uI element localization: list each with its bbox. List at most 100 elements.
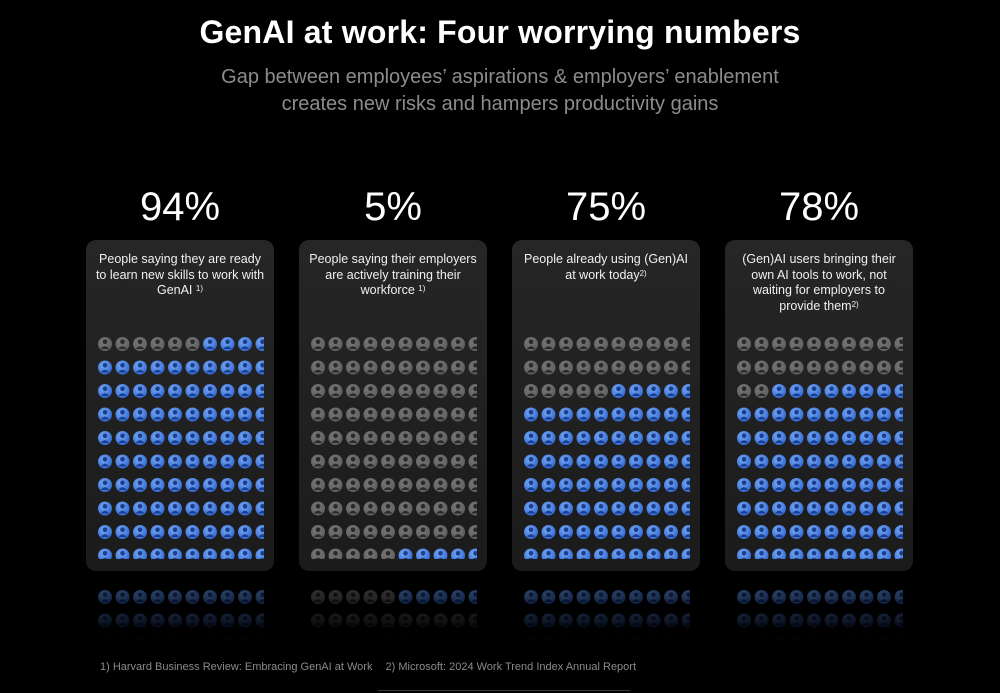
person-icon-filled (594, 525, 608, 539)
person-icon-empty (328, 337, 343, 351)
person-icon-filled (681, 384, 690, 398)
person-icon-filled (824, 590, 839, 604)
person-icon-empty (311, 407, 325, 422)
person-icon-empty (346, 501, 360, 516)
person-icon-empty (559, 384, 573, 398)
person-icon-filled (754, 590, 769, 604)
person-icon-empty (311, 613, 325, 628)
stat-description-text: People saying their employers are active… (309, 252, 477, 297)
person-icon-filled (133, 637, 147, 647)
person-icon-filled (133, 590, 147, 604)
person-icon-filled (594, 613, 608, 628)
person-icon-filled (789, 637, 804, 647)
person-icon-empty (629, 337, 643, 351)
person-icon-filled (238, 613, 252, 628)
person-icon-empty (594, 384, 608, 398)
person-icon-filled (789, 548, 804, 559)
person-icon-empty (363, 360, 378, 375)
person-icon-filled (681, 454, 690, 469)
person-icon-filled (877, 407, 891, 422)
person-icon-filled (238, 548, 252, 559)
person-icon-filled (629, 548, 643, 559)
card-reflection (512, 587, 700, 647)
person-icon-filled (594, 590, 608, 604)
person-icon-empty (594, 337, 608, 351)
person-icon-filled (611, 525, 626, 539)
person-icon-filled (524, 613, 538, 628)
person-icon-filled (877, 548, 891, 559)
person-icon-empty (451, 384, 465, 398)
person-icon-filled (168, 548, 182, 559)
person-icon-filled (842, 613, 856, 628)
person-icon-filled (559, 478, 573, 492)
person-icon-filled (220, 478, 235, 492)
person-icon-empty (328, 360, 343, 375)
person-icon-filled (150, 384, 165, 398)
person-icon-filled (524, 501, 538, 516)
person-icon-filled (185, 478, 200, 492)
person-icon-filled (576, 590, 591, 604)
person-icon-filled (185, 384, 200, 398)
person-icon-empty (646, 360, 661, 375)
person-icon-filled (789, 613, 804, 628)
person-icon-empty (416, 407, 430, 422)
person-icon-empty (328, 384, 343, 398)
person-icon-filled (220, 384, 235, 398)
person-icon-filled (576, 613, 591, 628)
person-icon-filled (185, 590, 200, 604)
person-icon-filled (168, 360, 182, 375)
person-icon-filled (754, 613, 769, 628)
person-icon-filled (894, 637, 903, 647)
person-icon-empty (541, 360, 556, 375)
person-icon-filled (238, 360, 252, 375)
person-icon-filled (168, 613, 182, 628)
person-icon-empty (451, 525, 465, 539)
person-icon-filled (220, 407, 235, 422)
person-icon-filled (98, 478, 112, 492)
person-icon-filled (737, 431, 751, 445)
person-icon-empty (524, 337, 538, 351)
person-icon-filled (681, 407, 690, 422)
person-icon-filled (877, 431, 891, 445)
person-icon-filled (824, 613, 839, 628)
person-icon-filled (98, 590, 112, 604)
person-icon-empty (381, 407, 395, 422)
person-icon-filled (681, 478, 690, 492)
person-icon-empty (737, 384, 751, 398)
person-icon-filled (629, 407, 643, 422)
person-icon-filled (859, 384, 874, 398)
person-icon-filled (859, 525, 874, 539)
stat-description: People saying they are ready to learn ne… (94, 252, 266, 299)
person-icon-filled (842, 501, 856, 516)
person-icon-filled (220, 454, 235, 469)
person-icon-empty (363, 637, 378, 647)
stat-description-text: People saying they are ready to learn ne… (95, 252, 265, 297)
person-icon-filled (789, 525, 804, 539)
person-icon-filled (203, 548, 217, 559)
person-icon-empty (363, 384, 378, 398)
person-icon-filled (772, 407, 786, 422)
person-icon-filled (185, 431, 200, 445)
waffle-grid (311, 337, 477, 559)
person-icon-filled (468, 548, 477, 559)
person-icon-filled (98, 454, 112, 469)
person-icon-empty (524, 384, 538, 398)
person-icon-filled (807, 501, 821, 516)
person-icon-filled (576, 431, 591, 445)
person-icon-empty (468, 637, 477, 647)
person-icon-filled (629, 454, 643, 469)
person-icon-filled (133, 454, 147, 469)
person-icon-empty (877, 337, 891, 351)
person-icon-filled (203, 637, 217, 647)
person-icon-filled (664, 501, 678, 516)
person-icon-empty (398, 454, 413, 469)
person-icon-filled (468, 590, 477, 604)
person-icon-filled (115, 454, 130, 469)
person-icon-filled (842, 548, 856, 559)
person-icon-filled (255, 501, 264, 516)
person-icon-filled (629, 637, 643, 647)
person-icon-empty (416, 637, 430, 647)
person-icon-filled (664, 431, 678, 445)
person-icon-empty (328, 525, 343, 539)
person-icon-empty (416, 613, 430, 628)
